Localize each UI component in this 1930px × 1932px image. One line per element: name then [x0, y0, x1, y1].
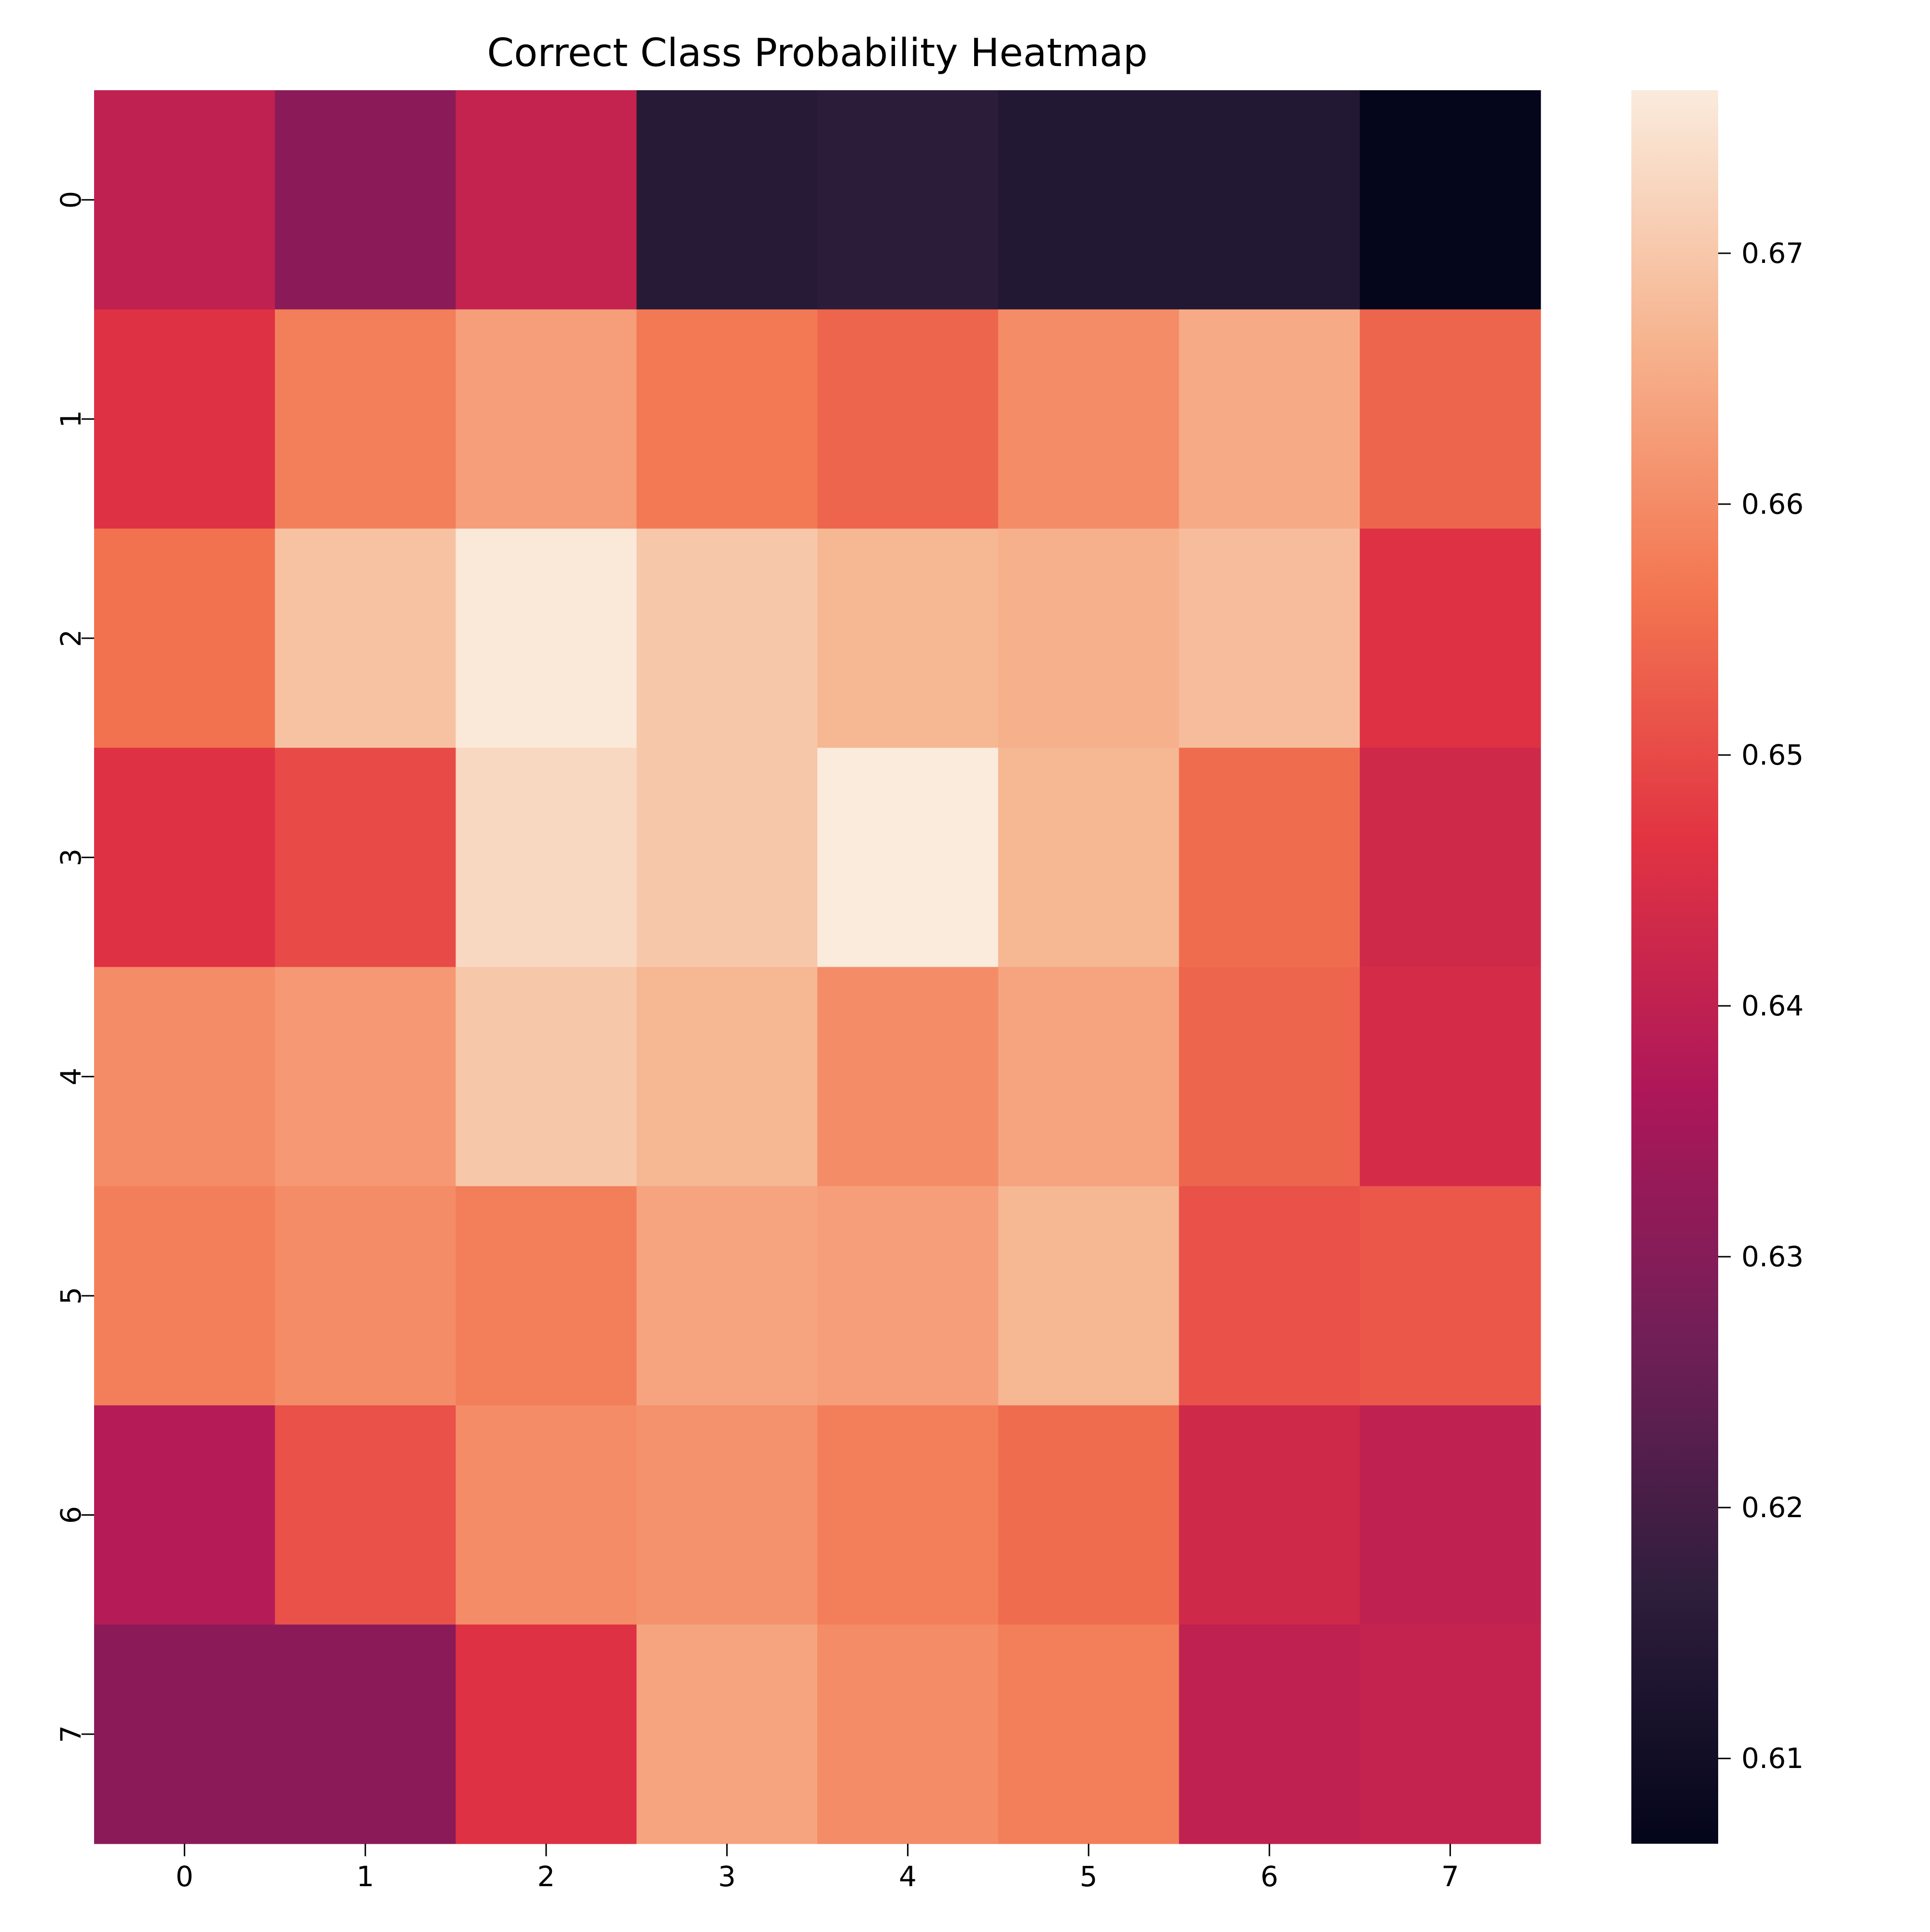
colorbar-tick-label: 0.64	[1741, 989, 1804, 1022]
heatmap-cell	[1179, 528, 1360, 748]
colorbar-scale	[1631, 90, 1718, 1844]
x-tick-label: 4	[899, 1860, 917, 1893]
heatmap-cell	[94, 1186, 276, 1406]
heatmap-cell	[998, 1624, 1180, 1844]
y-tick-label: 6	[55, 1506, 87, 1524]
heatmap-cell	[636, 528, 818, 748]
heatmap-cell	[94, 1405, 276, 1625]
heatmap-cell	[455, 1405, 637, 1625]
heatmap-cell	[1179, 309, 1360, 529]
heatmap-cell	[817, 1405, 999, 1625]
heatmap-cell	[636, 748, 818, 968]
heatmap-cell	[998, 1405, 1180, 1625]
heatmap-cell	[455, 1186, 637, 1406]
x-tick-label: 3	[718, 1860, 736, 1893]
heatmap-cell	[1360, 967, 1541, 1187]
heatmap-cell	[636, 309, 818, 529]
colorbar-tick-label: 0.61	[1741, 1742, 1804, 1775]
y-tick-label: 1	[55, 410, 87, 428]
heatmap-cell	[1360, 1405, 1541, 1625]
chart-title: Correct Class Probability Heatmap	[487, 30, 1147, 75]
heatmap-cell	[998, 90, 1180, 310]
heatmap-cell	[275, 90, 456, 310]
heatmap-cell	[998, 528, 1180, 748]
heatmap-cell	[94, 90, 276, 310]
y-tick-label: 0	[55, 191, 87, 209]
heatmap-cell	[275, 1624, 456, 1844]
colorbar-tick-label: 0.67	[1741, 237, 1804, 270]
heatmap-cell	[455, 90, 637, 310]
x-axis-ticks: 0 1 2 3 4 5 6 7	[176, 1844, 1459, 1893]
heatmap-cell	[1179, 1186, 1360, 1406]
x-tick-label: 0	[176, 1860, 193, 1893]
x-tick-label: 7	[1441, 1860, 1459, 1893]
heatmap-cell	[817, 748, 999, 968]
colorbar-tick-label: 0.66	[1741, 488, 1804, 521]
heatmap-cell	[817, 90, 999, 310]
y-tick-label: 5	[55, 1287, 87, 1305]
heatmap-cell	[275, 967, 456, 1187]
heatmap-cell	[636, 1624, 818, 1844]
heatmap-cell	[998, 1186, 1180, 1406]
heatmap-cell	[1360, 90, 1541, 310]
heatmap-cell	[1179, 748, 1360, 968]
heatmap-cell	[636, 1186, 818, 1406]
heatmap-cell	[1360, 1624, 1541, 1844]
heatmap-cell	[1179, 967, 1360, 1187]
heatmap-cell	[94, 748, 276, 968]
heatmap-cell	[94, 1624, 276, 1844]
heatmap-cell	[636, 967, 818, 1187]
heatmap-cell	[1360, 309, 1541, 529]
heatmap-cell	[817, 967, 999, 1187]
colorbar-tick-label: 0.63	[1741, 1240, 1804, 1273]
heatmap-cell	[817, 1624, 999, 1844]
y-axis-ticks: 0 1 2 3 4 5 6 7	[55, 191, 94, 1743]
heatmap-cell	[998, 309, 1180, 529]
colorbar-tick-label: 0.62	[1741, 1491, 1804, 1524]
heatmap-cell	[455, 1624, 637, 1844]
heatmap-cell	[1360, 528, 1541, 748]
heatmap-cell	[94, 967, 276, 1187]
heatmap-cell	[94, 528, 276, 748]
heatmap-cell	[817, 1186, 999, 1406]
heatmap-cell	[275, 748, 456, 968]
x-tick-label: 1	[357, 1860, 374, 1893]
heatmap-cell	[455, 967, 637, 1187]
x-tick-label: 2	[537, 1860, 555, 1893]
heatmap-cell	[455, 528, 637, 748]
heatmap-cell	[94, 309, 276, 529]
heatmap-cell	[275, 1186, 456, 1406]
heatmap-cell	[1179, 1624, 1360, 1844]
heatmap-cell	[636, 1405, 818, 1625]
heatmap-cell	[275, 309, 456, 529]
heatmap-cell	[636, 90, 818, 310]
heatmap-cell	[275, 528, 456, 748]
heatmap-cell	[1360, 1186, 1541, 1406]
heatmap-cell	[275, 1405, 456, 1625]
heatmap-cell	[455, 748, 637, 968]
y-tick-label: 4	[55, 1068, 87, 1085]
heatmap-cells	[94, 90, 1541, 1844]
y-tick-label: 2	[55, 629, 87, 647]
heatmap-cell	[455, 309, 637, 529]
heatmap-cell	[1179, 1405, 1360, 1625]
heatmap-cell	[817, 309, 999, 529]
x-tick-label: 5	[1080, 1860, 1098, 1893]
heatmap-cell	[1360, 748, 1541, 968]
colorbar-tick-label: 0.65	[1741, 739, 1804, 771]
heatmap-cell	[998, 967, 1180, 1187]
y-tick-label: 7	[55, 1725, 87, 1743]
colorbar: 0.61 0.62 0.63 0.64 0.65 0.66 0.67	[1631, 90, 1804, 1844]
heatmap-cell	[1179, 90, 1360, 310]
heatmap-cell	[998, 748, 1180, 968]
x-tick-label: 6	[1260, 1860, 1278, 1893]
heatmap-cell	[817, 528, 999, 748]
y-tick-label: 3	[55, 849, 87, 866]
